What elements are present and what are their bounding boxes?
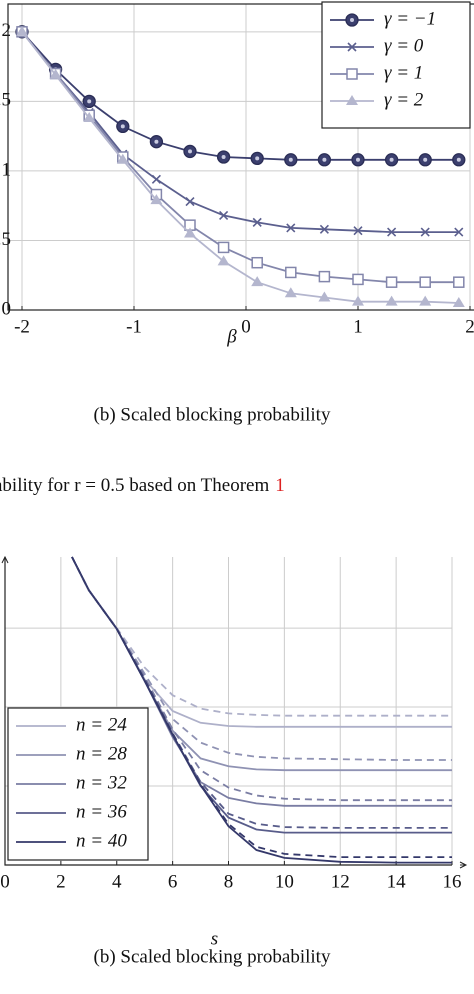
marker	[387, 227, 397, 237]
marker	[151, 174, 161, 184]
dashed-line	[71, 556, 452, 858]
axis	[4, 557, 452, 866]
marker	[452, 297, 465, 308]
marker	[49, 68, 62, 79]
y-tick-label: 1.5	[0, 90, 11, 111]
x-tick-label: 16	[443, 871, 462, 892]
marker	[420, 227, 430, 237]
marker	[353, 226, 363, 236]
marker	[150, 194, 163, 205]
legend-label: γ = 1	[384, 62, 423, 83]
marker	[16, 25, 28, 36]
marker	[83, 112, 96, 123]
series-line	[71, 556, 452, 728]
marker-dot	[423, 157, 428, 162]
body-text: ability for r = 0.5 based on Theorem 1	[0, 475, 285, 496]
marker	[116, 153, 129, 164]
marker	[318, 270, 331, 283]
x-tick-label: 14	[387, 871, 407, 892]
x-tick-label: 0	[0, 871, 10, 892]
x-tick-label: 8	[224, 871, 234, 892]
marker-dot	[322, 157, 327, 162]
marker-dot	[154, 139, 159, 144]
marker-dot	[87, 99, 92, 104]
y-tick-label: 2	[2, 20, 12, 41]
marker-dot	[255, 156, 260, 161]
marker	[347, 42, 357, 52]
series-line	[21, 31, 459, 304]
marker	[385, 295, 398, 306]
y-tick-label: 1	[2, 159, 12, 180]
marker	[252, 217, 262, 227]
legend-label: γ = 0	[384, 35, 424, 56]
legend-label: n = 36	[76, 801, 127, 822]
marker-dot	[120, 124, 125, 129]
marker-dot	[389, 157, 394, 162]
legend-label: n = 28	[76, 743, 127, 764]
marker	[284, 287, 297, 298]
body-sentence: ability for r = 0.5 based on Theorem	[0, 475, 269, 496]
legend-label: γ = 2	[384, 89, 424, 110]
x-tick-label: -2	[14, 316, 30, 337]
caption: (b) Scaled blocking probability	[94, 404, 331, 425]
x-axis-label: s	[211, 928, 218, 949]
x-tick-label: 4	[112, 871, 122, 892]
y-tick-label: 0.5	[0, 229, 11, 250]
legend-label: n = 24	[76, 714, 127, 735]
dashed-line	[71, 556, 452, 717]
marker-dot	[221, 155, 226, 159]
x-tick-label: 6	[168, 871, 178, 892]
axis-arrow	[459, 861, 468, 869]
marker	[251, 256, 263, 269]
marker	[453, 276, 465, 288]
marker	[385, 276, 398, 288]
marker	[251, 276, 264, 287]
marker	[346, 95, 358, 105]
x-tick-label: 2	[465, 316, 474, 337]
marker	[185, 196, 195, 207]
marker	[318, 291, 331, 302]
x-tick-label: 1	[353, 316, 363, 337]
marker	[286, 223, 296, 233]
marker	[419, 295, 432, 306]
marker	[454, 227, 464, 237]
marker-dot	[288, 157, 293, 162]
x-tick-label: 2	[56, 871, 66, 892]
x-tick-label: 10	[275, 871, 294, 892]
marker	[352, 273, 364, 286]
marker	[219, 210, 229, 220]
marker	[419, 276, 431, 288]
legend-label: n = 40	[76, 830, 127, 851]
marker-dot	[456, 157, 461, 162]
marker	[352, 295, 364, 306]
y-tick-label: 0	[2, 298, 12, 319]
reference: 1	[275, 475, 285, 496]
marker	[217, 241, 230, 254]
marker	[217, 255, 230, 266]
x-tick-label: 0	[241, 316, 251, 337]
caption: (b) Scaled blocking probability	[94, 946, 331, 967]
marker	[184, 227, 196, 238]
plot-frame	[7, 3, 474, 311]
marker	[319, 224, 329, 234]
marker	[285, 266, 297, 279]
legend-label: n = 32	[76, 772, 127, 793]
x-tick-label: -1	[126, 316, 142, 337]
marker	[346, 68, 358, 80]
axis-arrow	[1, 555, 9, 564]
legend-label: γ = −1	[384, 8, 436, 29]
x-tick-label: 12	[331, 871, 350, 892]
x-axis-label: β	[226, 326, 237, 347]
marker-dot	[350, 18, 354, 22]
marker-dot	[356, 157, 360, 162]
marker-dot	[188, 149, 192, 154]
